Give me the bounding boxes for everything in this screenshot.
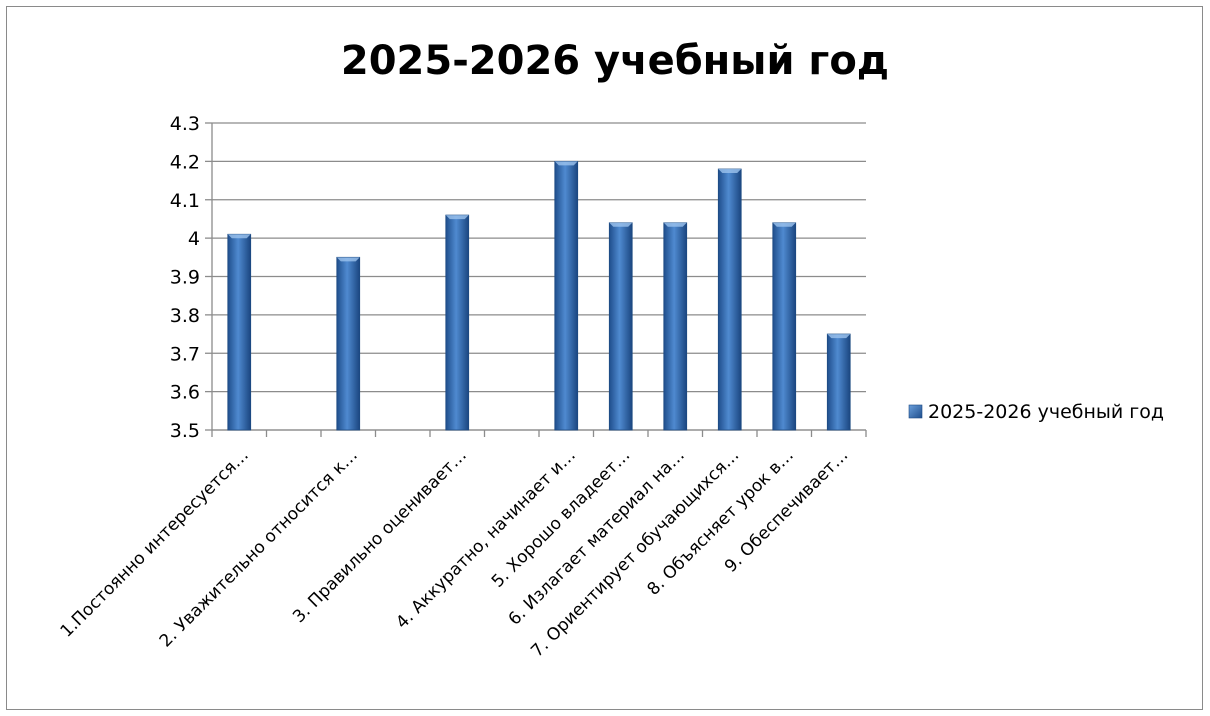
y-tick-label: 3.5 xyxy=(170,420,200,442)
bar-top-bevel xyxy=(336,257,360,262)
bar-top-bevel xyxy=(609,222,633,227)
y-tick-label: 3.7 xyxy=(170,343,200,365)
y-tick-label: 4 xyxy=(188,228,200,250)
bar-top-bevel xyxy=(718,169,742,174)
y-tick-label: 4.2 xyxy=(170,151,200,173)
y-tick-labels: 3.5 3.6 3.7 3.8 3.9 4 4.1 4.2 4.3 xyxy=(170,113,200,442)
y-tick-label: 3.6 xyxy=(170,382,200,404)
bar-top-bevel xyxy=(772,222,796,227)
bar xyxy=(227,233,252,431)
bar xyxy=(336,256,361,431)
legend-swatch xyxy=(908,404,923,419)
bars xyxy=(227,160,851,431)
x-category-label: 1.Постоянно интересуется… xyxy=(57,445,253,641)
bar xyxy=(608,222,633,431)
bar-top-bevel xyxy=(227,234,251,239)
bar xyxy=(445,214,470,431)
axes xyxy=(205,122,867,437)
x-category-labels: 1.Постоянно интересуется…2. Уважительно … xyxy=(57,445,853,661)
legend-label: 2025-2026 учебный год xyxy=(928,401,1164,423)
bar xyxy=(554,160,579,431)
bar-top-bevel xyxy=(663,222,687,227)
x-category-label: 3. Правильно оценивает… xyxy=(289,445,471,627)
y-tick-label: 3.9 xyxy=(170,267,200,289)
x-category-label: 2. Уважительно относится к… xyxy=(156,445,362,651)
chart-title: 2025-2026 учебный год xyxy=(340,38,890,84)
y-tick-label: 3.8 xyxy=(170,305,200,327)
bar xyxy=(663,222,688,431)
y-tick-label: 4.1 xyxy=(170,190,200,212)
bar xyxy=(717,168,742,431)
bar-top-bevel xyxy=(554,161,578,166)
bar xyxy=(826,333,851,431)
bar-top-bevel xyxy=(827,334,851,339)
y-tick-label: 4.3 xyxy=(170,113,200,135)
bar-top-bevel xyxy=(445,215,469,220)
gridlines xyxy=(212,122,866,431)
bar xyxy=(772,222,797,431)
legend: 2025-2026 учебный год xyxy=(908,401,1164,423)
